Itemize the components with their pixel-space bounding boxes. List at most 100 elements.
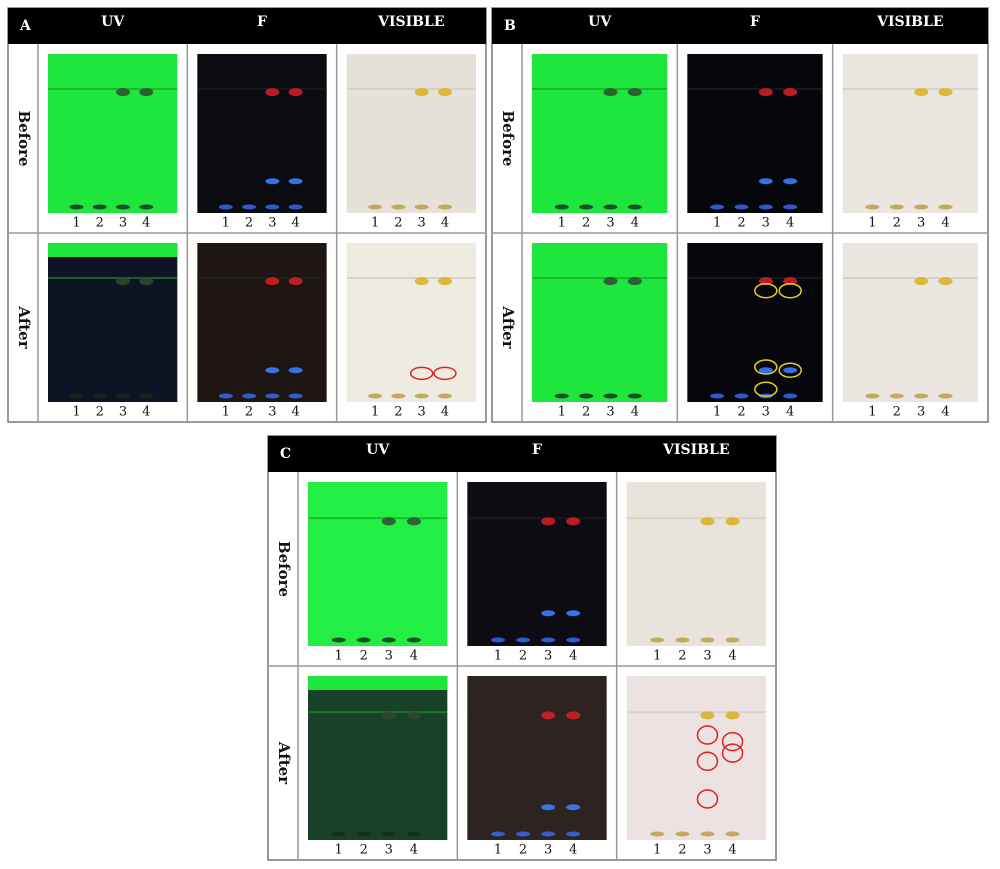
band — [914, 88, 929, 97]
lane-number: 4 — [569, 843, 577, 858]
lane-number: 1 — [558, 216, 566, 231]
band — [541, 610, 556, 617]
panel: C UV F VISIBLE Before 1 2 3 4 1 2 3 4 1 2 3 4 After 1 2 3 4 1 2… — [267, 435, 777, 861]
origin-spot — [700, 637, 715, 643]
tlc-plate — [842, 243, 978, 402]
highlight-circle — [433, 366, 457, 381]
row-label: After — [499, 305, 517, 349]
highlight-circle — [721, 743, 744, 763]
lane-number: 2 — [245, 405, 253, 420]
highlight-circle — [754, 359, 778, 375]
origin-spot — [218, 204, 233, 210]
band — [783, 367, 798, 374]
tlc-plate — [626, 676, 766, 840]
panel-header — [8, 8, 486, 44]
tlc-plate — [842, 54, 978, 213]
plate-strip — [48, 243, 178, 257]
tlc-plate — [687, 54, 823, 213]
highlight-circle — [696, 751, 719, 772]
origin-spot — [675, 637, 690, 643]
lane-number: 1 — [653, 649, 661, 664]
origin-spot — [734, 393, 749, 399]
origin-spot — [914, 393, 929, 399]
band — [406, 711, 421, 720]
lane-number: 3 — [762, 405, 770, 420]
band — [437, 277, 452, 286]
lane-number: 3 — [268, 405, 276, 420]
tlc-plate — [532, 243, 668, 402]
origin-spot — [92, 204, 107, 210]
highlight-circle — [778, 282, 802, 299]
lane-number: 4 — [728, 843, 736, 858]
origin-spot — [783, 204, 798, 210]
lane-number: 1 — [868, 405, 876, 420]
band — [566, 711, 581, 720]
lane-number: 3 — [119, 405, 127, 420]
lane-number: 4 — [631, 216, 639, 231]
panel-label: C — [280, 446, 291, 462]
band — [758, 178, 773, 185]
band — [288, 277, 303, 286]
lane-number: 1 — [558, 405, 566, 420]
lane-number: 2 — [678, 843, 686, 858]
origin-spot — [265, 204, 280, 210]
origin-spot — [437, 393, 452, 399]
tlc-plate — [197, 243, 327, 402]
lane-number: 2 — [893, 405, 901, 420]
origin-spot — [516, 637, 531, 643]
lane-number: 2 — [394, 216, 402, 231]
lane-number: 4 — [569, 649, 577, 664]
origin-spot — [650, 637, 665, 643]
origin-spot — [288, 393, 303, 399]
origin-spot — [889, 393, 904, 399]
lane-number: 3 — [385, 843, 393, 858]
origin-spot — [368, 393, 383, 399]
lane-number: 1 — [868, 216, 876, 231]
lane-number: 2 — [394, 405, 402, 420]
tlc-plate — [467, 482, 607, 646]
column-title: F — [532, 442, 542, 458]
band — [414, 277, 429, 286]
lane-number: 2 — [893, 216, 901, 231]
lane-number: 3 — [268, 216, 276, 231]
origin-spot — [566, 831, 581, 837]
lane-number: 3 — [385, 649, 393, 664]
tlc-plate — [467, 676, 607, 840]
lane-number: 2 — [245, 216, 253, 231]
lane-number: 1 — [222, 405, 230, 420]
origin-spot — [579, 393, 594, 399]
lane-number: 4 — [786, 216, 794, 231]
column-title: F — [750, 14, 760, 30]
column-title: VISIBLE — [876, 14, 943, 30]
band — [541, 711, 556, 720]
panel-label: B — [504, 18, 516, 34]
origin-spot — [579, 204, 594, 210]
column-title: UV — [101, 14, 125, 30]
lane-number: 4 — [441, 405, 449, 420]
band — [116, 88, 131, 97]
lane-number: 3 — [418, 216, 426, 231]
lane-number: 2 — [360, 649, 368, 664]
origin-spot — [758, 204, 773, 210]
lane-number: 3 — [544, 843, 552, 858]
highlight-circle — [696, 725, 719, 745]
lane-number: 2 — [737, 216, 745, 231]
origin-spot — [242, 204, 257, 210]
lane-number: 4 — [728, 649, 736, 664]
band — [566, 610, 581, 617]
row-label: After — [15, 305, 33, 349]
band — [603, 88, 618, 97]
highlight-circle — [721, 731, 744, 752]
origin-spot — [391, 393, 406, 399]
tlc-plate — [346, 243, 476, 402]
origin-spot — [139, 204, 154, 210]
band — [139, 277, 154, 286]
tlc-plate — [532, 54, 668, 213]
panel-header — [492, 8, 988, 44]
lane-number: 1 — [713, 216, 721, 231]
band — [758, 367, 773, 374]
row-label: Before — [275, 541, 293, 597]
lane-number: 2 — [582, 405, 590, 420]
band — [783, 277, 798, 286]
column-title: UV — [366, 442, 390, 458]
